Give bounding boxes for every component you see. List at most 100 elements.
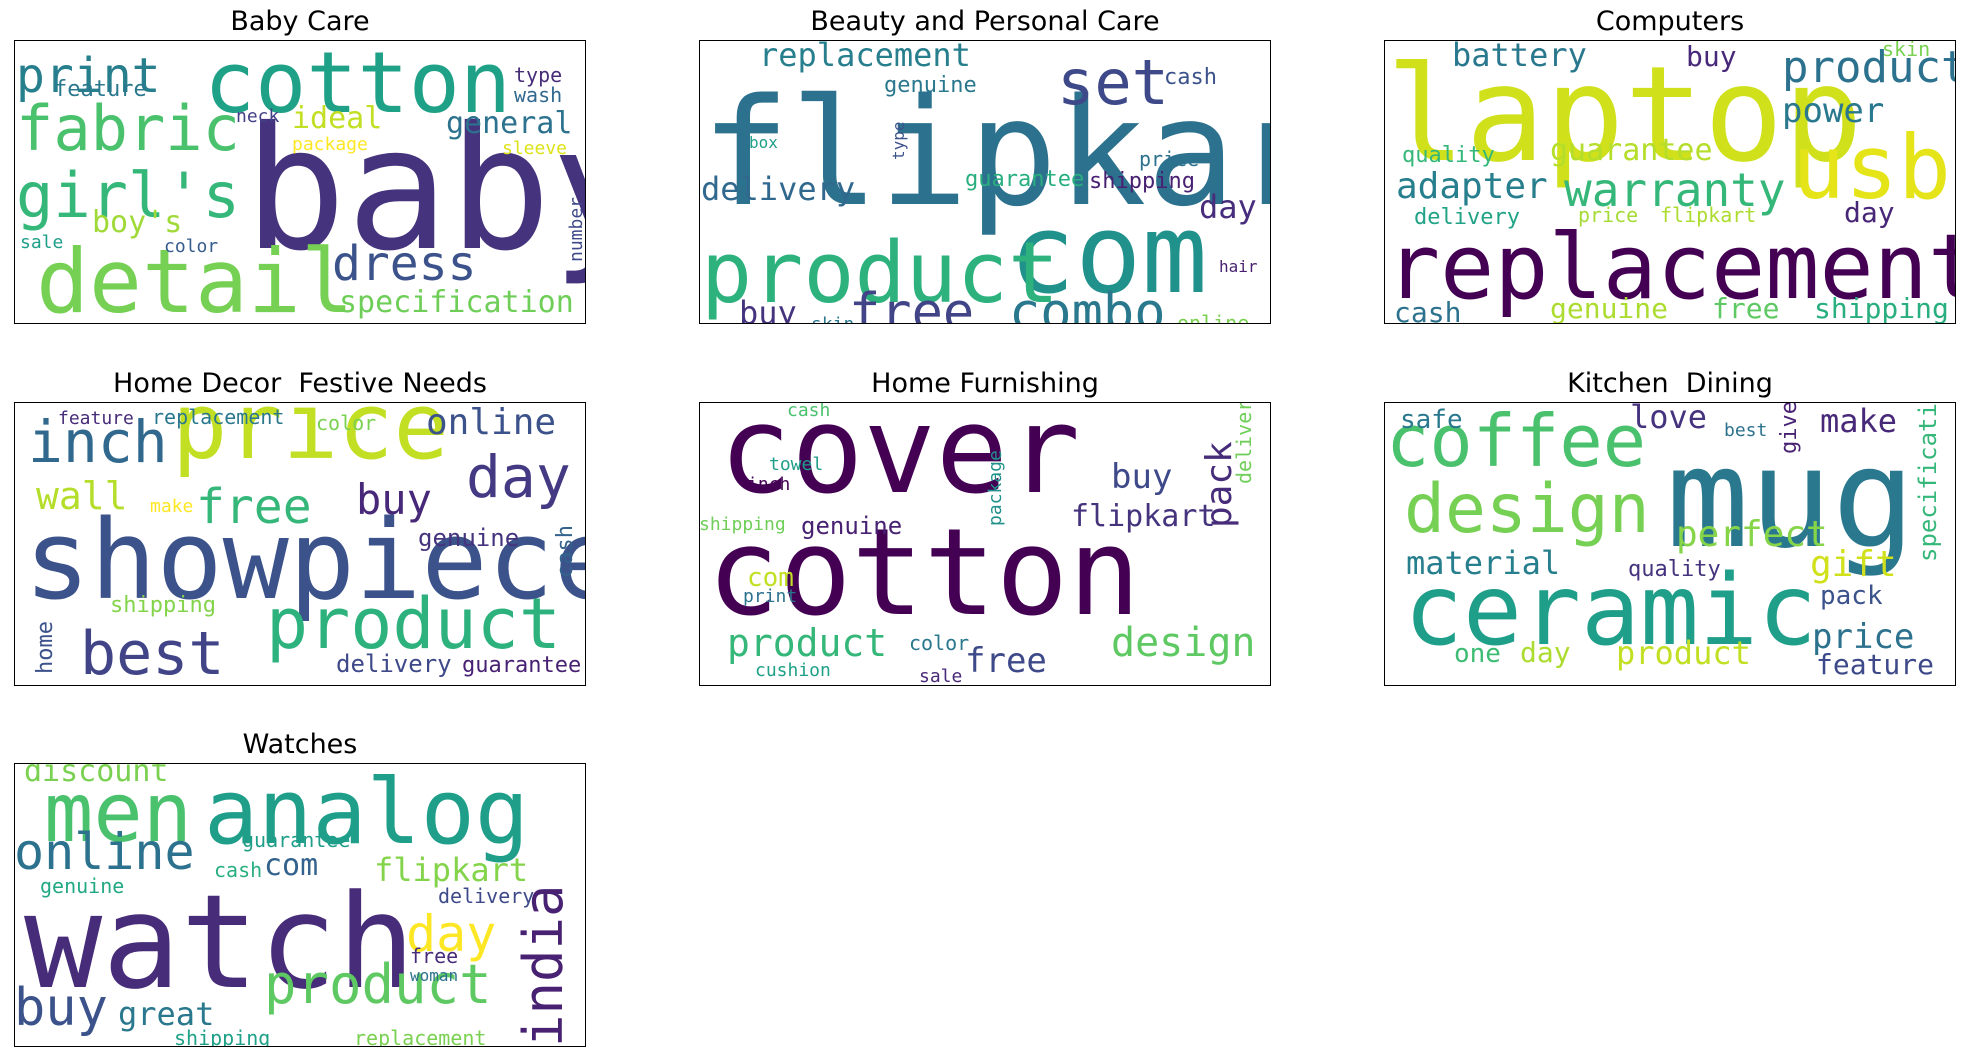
- word-color: color: [909, 631, 969, 655]
- wordcloud-panel-watches: Watches watch analog men product online india b…: [14, 0, 586, 1049]
- word-set: set: [1057, 46, 1169, 119]
- word-day: day: [466, 443, 571, 511]
- word-shipping: shipping: [1089, 169, 1195, 194]
- word-hair: hair: [1219, 257, 1258, 276]
- word-combo: combo: [1009, 283, 1166, 324]
- wordcloud-panel-home-furnishing: Home Furnishing cover cotton design product f…: [699, 0, 1271, 688]
- wordcloud-panel-home-decor-festive-needs: Home Decor Festive Needs showpiece price pr…: [14, 0, 586, 688]
- word-flipkart: flipkart: [701, 67, 1271, 239]
- word-best: best: [1724, 420, 1767, 441]
- word-online: online: [14, 823, 195, 881]
- word-detail: detail: [36, 230, 354, 324]
- word-sale: sale: [20, 232, 63, 253]
- word-quality: quality: [1628, 557, 1721, 582]
- word-free: free: [849, 283, 974, 324]
- word-shipping: shipping: [174, 1026, 270, 1047]
- word-delivery: delivery: [1414, 205, 1520, 230]
- word-cushion: cushion: [755, 660, 831, 681]
- word-online: online: [1177, 311, 1249, 324]
- word-cotton: cotton: [204, 40, 511, 133]
- word-buy: buy: [14, 978, 108, 1038]
- word-feature: feature: [1816, 648, 1934, 681]
- word-safe: safe: [1400, 405, 1463, 435]
- word-product: product: [1616, 634, 1751, 672]
- word-flipkart: flipkart: [374, 851, 528, 889]
- word-cotton: cotton: [707, 504, 1140, 643]
- word-inch: inch: [28, 408, 168, 476]
- panel-frame: [699, 402, 1271, 686]
- word-product: product: [727, 621, 887, 665]
- word-replacement: replacement: [354, 1026, 486, 1047]
- word-make: make: [150, 496, 193, 517]
- word-package: package: [292, 134, 368, 155]
- word-cash: cash: [1394, 296, 1461, 324]
- word-analog: analog: [204, 763, 529, 865]
- word-girl-s: girl's: [16, 159, 240, 232]
- word-gift: gift: [1810, 544, 1897, 585]
- panel-frame: [1384, 40, 1956, 324]
- word-towel: towel: [769, 454, 823, 475]
- word-watch: watch: [24, 866, 415, 1018]
- word-wall: wall: [36, 474, 128, 518]
- word-ideal: ideal: [292, 101, 382, 136]
- word-cash: cash: [553, 525, 578, 578]
- word-product: product: [266, 583, 561, 665]
- word-genuine: genuine: [40, 874, 124, 898]
- word-delivery: delivery: [1232, 402, 1256, 484]
- word-specification: specification: [339, 285, 574, 320]
- panel-frame: [14, 40, 586, 324]
- word-number: number: [566, 197, 586, 262]
- word-buy: buy: [356, 475, 432, 524]
- word-discount: discount: [24, 763, 169, 789]
- word-day: day: [1199, 188, 1257, 226]
- word-usb: usb: [1792, 116, 1951, 219]
- word-online: online: [426, 402, 556, 443]
- word-design: design: [1111, 620, 1256, 666]
- word-neck: neck: [236, 106, 280, 127]
- word-give: give: [1777, 402, 1802, 454]
- word-price: price: [1578, 203, 1638, 227]
- word-skin: skin: [811, 314, 854, 324]
- word-type: type: [889, 121, 908, 160]
- word-day: day: [1844, 196, 1895, 229]
- word-cash: cash: [787, 402, 830, 421]
- word-showpiece: showpiece: [24, 496, 586, 624]
- word-great: great: [118, 995, 214, 1033]
- word-type: type: [514, 63, 562, 87]
- word-free: free: [965, 641, 1047, 681]
- word-power: power: [1782, 91, 1884, 131]
- word-quality: quality: [1402, 143, 1495, 168]
- panel-frame: [14, 402, 586, 686]
- word-print: print: [743, 586, 797, 607]
- word-baby: baby: [244, 91, 586, 289]
- word-love: love: [1630, 402, 1707, 436]
- word-flipkart: flipkart: [1071, 499, 1216, 534]
- wordcloud-panel-kitchen-dining: Kitchen Dining mug ceramic coffee design perf…: [1384, 0, 1956, 688]
- word-design: design: [1404, 470, 1650, 549]
- word-sale: sale: [919, 666, 962, 686]
- panel-frame: [1384, 402, 1956, 686]
- word-shipping: shipping: [1814, 292, 1949, 324]
- panel-title: Kitchen Dining: [1567, 368, 1773, 399]
- word-com: com: [747, 563, 794, 593]
- word-print: print: [16, 48, 161, 104]
- word-best: best: [80, 619, 225, 686]
- word-shipping: shipping: [699, 514, 786, 535]
- word-buy: buy: [1686, 40, 1737, 73]
- panel-title: Home Decor Festive Needs: [113, 368, 487, 399]
- word-buy: buy: [1111, 457, 1172, 497]
- word-laptop: laptop: [1386, 40, 1863, 192]
- word-ceramic: ceramic: [1404, 554, 1817, 668]
- word-shipping: shipping: [110, 593, 216, 618]
- word-flipkart: flipkart: [1660, 203, 1756, 227]
- word-day: day: [406, 905, 496, 963]
- word-fabric: fabric: [16, 92, 240, 165]
- wordcloud-canvas: flipkartcomproductcombo free set replacemen…: [699, 40, 1271, 324]
- word-replacement: replacement: [152, 405, 284, 429]
- panel-title: Beauty and Personal Care: [810, 6, 1160, 37]
- word-skin: skin: [1882, 40, 1930, 61]
